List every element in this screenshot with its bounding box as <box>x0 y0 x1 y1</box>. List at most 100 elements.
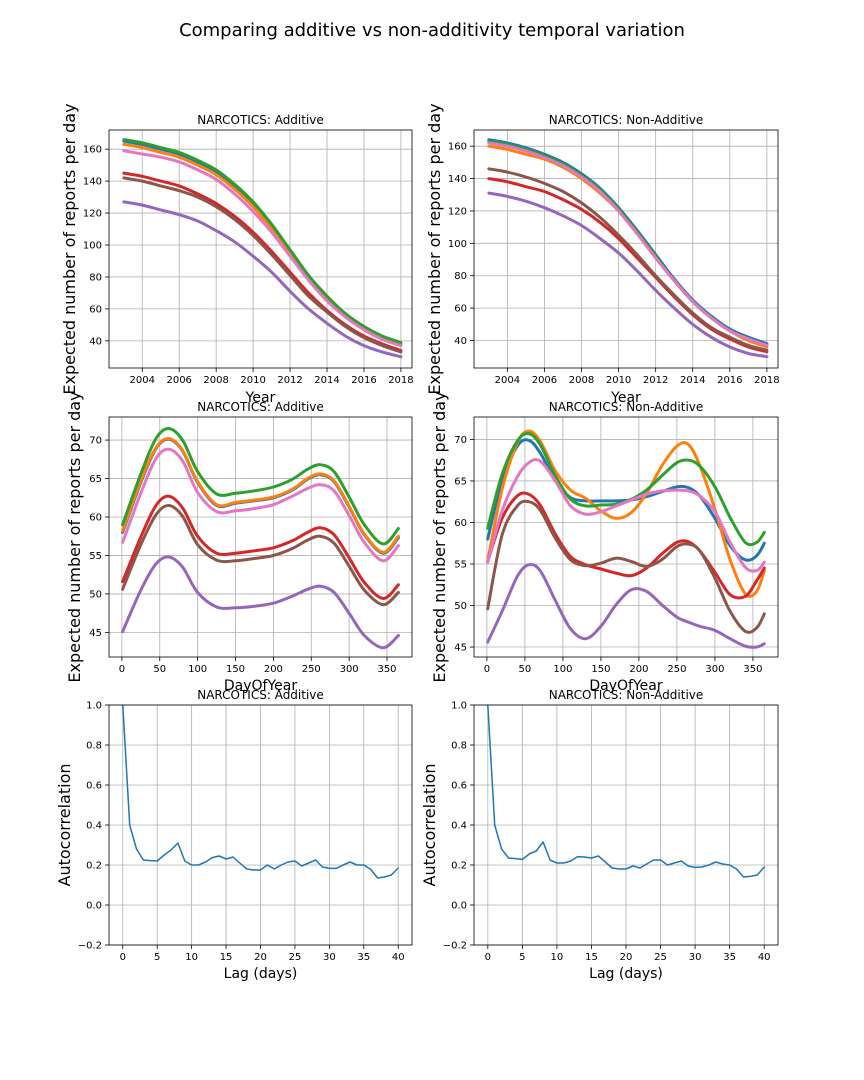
y-tick-label: 0.4 <box>451 821 467 832</box>
y-tick-label: 1.0 <box>451 701 467 712</box>
series-line-5 <box>121 503 400 607</box>
x-tick-label: 40 <box>758 952 771 963</box>
x-tick-label: 15 <box>585 952 598 963</box>
y-tick-label: 45 <box>454 643 467 654</box>
y-tick-label: 60 <box>89 513 102 524</box>
y-tick-label: 0.2 <box>86 861 102 872</box>
x-tick-label: 5 <box>154 952 160 963</box>
plot-frame <box>473 704 779 946</box>
series-line-0 <box>122 705 399 879</box>
panel-narcotics-additive-autocorrelation: NARCOTICS: Additive Lag (days) Autocorre… <box>55 688 413 982</box>
plot-frame <box>108 129 413 369</box>
x-tick-label: 20 <box>254 952 267 963</box>
series-line-5 <box>486 499 766 634</box>
x-tick-label: 2010 <box>240 375 265 386</box>
x-tick-label: 2012 <box>277 375 302 386</box>
series-group <box>486 429 766 649</box>
x-tick-label: 2016 <box>351 375 376 386</box>
x-tick-label: 40 <box>392 952 405 963</box>
y-tick-label: 100 <box>448 239 467 250</box>
y-tick-label: 0.4 <box>86 821 102 832</box>
series-line-4 <box>122 200 403 359</box>
y-tick-label: 0.0 <box>86 901 102 912</box>
y-tick-label: 140 <box>448 174 467 185</box>
series-line-6 <box>486 458 766 573</box>
x-tick-label: 2016 <box>717 375 742 386</box>
y-tick-label: 160 <box>448 142 467 153</box>
series-group <box>487 705 765 878</box>
x-tick-label: 2014 <box>680 375 705 386</box>
x-tick-label: 35 <box>723 952 736 963</box>
y-axis-label: Expected number of reports per day <box>65 391 84 682</box>
y-axis-label: Autocorrelation <box>420 764 439 887</box>
x-tick-label: 0 <box>119 664 125 675</box>
x-axis-label: Lag (days) <box>224 966 298 982</box>
series-group <box>121 427 400 650</box>
y-tick-label: 0.8 <box>86 741 102 752</box>
panel-narcotics-additive-year: NARCOTICS: Additive Year Expected number… <box>60 103 414 406</box>
x-tick-label: 250 <box>302 664 321 675</box>
y-tick-label: 55 <box>89 551 102 562</box>
panel-title: NARCOTICS: Additive <box>197 400 324 414</box>
x-axis-label: Year <box>610 390 641 406</box>
x-tick-label: 100 <box>553 664 572 675</box>
panel-narcotics-nonadditive-dayofyear: NARCOTICS: Non-Additive DayOfYear Expect… <box>430 391 779 694</box>
plot-frame <box>473 129 779 369</box>
x-tick-label: 2006 <box>532 375 557 386</box>
y-axis-label: Autocorrelation <box>55 764 74 887</box>
x-tick-label: 2012 <box>643 375 668 386</box>
y-tick-label: 160 <box>83 145 102 156</box>
panel-title: NARCOTICS: Non-Additive <box>549 688 704 702</box>
x-tick-label: 2006 <box>166 375 191 386</box>
x-tick-label: 15 <box>220 952 233 963</box>
x-tick-label: 250 <box>667 664 686 675</box>
x-tick-label: 2018 <box>754 375 779 386</box>
x-tick-label: 5 <box>519 952 525 963</box>
series-line-4 <box>486 562 766 649</box>
x-tick-label: 200 <box>629 664 648 675</box>
y-tick-label: 55 <box>454 559 467 570</box>
plot-frame <box>108 704 413 946</box>
series-line-6 <box>121 447 400 563</box>
x-tick-label: 0 <box>485 952 491 963</box>
x-tick-label: 10 <box>551 952 564 963</box>
x-tick-label: 2018 <box>388 375 413 386</box>
plot-frame <box>108 416 413 658</box>
y-tick-label: 60 <box>454 304 467 315</box>
x-tick-label: 350 <box>377 664 396 675</box>
x-tick-label: 350 <box>743 664 762 675</box>
panel-narcotics-nonadditive-year: NARCOTICS: Non-Additive Year Expected nu… <box>425 103 780 406</box>
x-tick-label: 25 <box>654 952 667 963</box>
x-tick-label: 2008 <box>569 375 594 386</box>
x-tick-label: 20 <box>620 952 633 963</box>
y-tick-label: −0.2 <box>78 941 102 952</box>
x-tick-label: 200 <box>264 664 283 675</box>
x-tick-label: 35 <box>357 952 370 963</box>
series-group <box>122 705 399 879</box>
y-tick-label: 60 <box>454 518 467 529</box>
plot-frame <box>473 416 779 658</box>
x-tick-label: 2010 <box>606 375 631 386</box>
y-tick-label: 0.6 <box>86 781 102 792</box>
series-line-3 <box>121 494 400 600</box>
x-axis-label: DayOfYear <box>589 678 662 694</box>
y-axis-label: Expected number of reports per day <box>60 103 79 394</box>
x-tick-label: 2014 <box>314 375 339 386</box>
x-axis-label: Year <box>245 390 276 406</box>
x-tick-label: 300 <box>340 664 359 675</box>
x-tick-label: 150 <box>591 664 610 675</box>
series-group <box>122 138 403 359</box>
y-tick-label: 0.0 <box>451 901 467 912</box>
series-line-1 <box>121 436 400 554</box>
series-line-4 <box>121 555 400 650</box>
y-tick-label: 50 <box>89 589 102 600</box>
panel-title: NARCOTICS: Additive <box>197 688 324 702</box>
y-tick-label: 70 <box>454 435 467 446</box>
x-tick-label: 0 <box>120 952 126 963</box>
y-tick-label: 100 <box>83 241 102 252</box>
y-tick-label: 65 <box>454 476 467 487</box>
series-line-2 <box>122 138 403 344</box>
series-line-6 <box>487 141 769 347</box>
x-tick-label: 2008 <box>203 375 228 386</box>
x-tick-label: 150 <box>226 664 245 675</box>
